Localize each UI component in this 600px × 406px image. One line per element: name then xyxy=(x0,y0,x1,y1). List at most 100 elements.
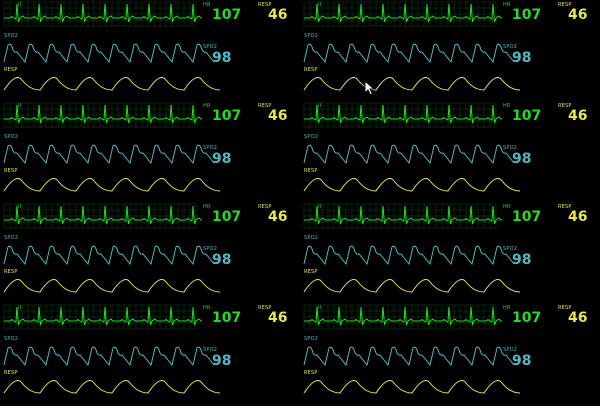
resp-label: RESP xyxy=(258,305,272,311)
resp-wave-label: RESP xyxy=(4,67,18,73)
ecg-grid xyxy=(3,1,197,27)
monitor-panel: II HR 107 RESP 46 SPO2 SPO2 98 RESP xyxy=(0,303,300,404)
ecg-trace xyxy=(304,3,502,23)
spo2-trace xyxy=(3,144,215,165)
spo2-wave-label: SPO2 xyxy=(304,134,319,140)
spo2-value: 98 xyxy=(212,353,232,369)
resp-trace xyxy=(3,178,221,192)
resp-value: 46 xyxy=(268,310,288,326)
ecg-grid xyxy=(303,1,497,27)
ecg-lead-label: II xyxy=(18,305,22,311)
waveform-area xyxy=(3,203,221,293)
resp-wave-label: RESP xyxy=(304,168,318,174)
waveform-area xyxy=(303,102,521,192)
hr-value: 107 xyxy=(512,310,542,326)
ecg-trace xyxy=(4,3,202,23)
resp-wave-label: RESP xyxy=(304,269,318,275)
hr-label: HR xyxy=(203,103,211,109)
monitor-panel: II HR 107 RESP 46 SPO2 SPO2 98 RESP xyxy=(300,202,600,303)
spo2-value: 98 xyxy=(512,353,532,369)
spo2-label: SPO2 xyxy=(203,44,218,50)
hr-value: 107 xyxy=(512,7,542,23)
ecg-grid xyxy=(303,203,497,229)
spo2-wave-label: SPO2 xyxy=(4,235,19,241)
spo2-trace xyxy=(303,144,515,165)
ecg-lead-label: II xyxy=(18,103,22,109)
hr-label: HR xyxy=(203,204,211,210)
resp-value: 46 xyxy=(568,310,588,326)
ecg-trace xyxy=(4,306,202,326)
resp-trace xyxy=(303,178,521,192)
hr-label: HR xyxy=(503,2,511,8)
waveform-area xyxy=(303,1,521,91)
spo2-trace xyxy=(3,43,215,64)
ecg-trace xyxy=(304,104,502,124)
ecg-lead-label: II xyxy=(318,305,322,311)
resp-trace xyxy=(303,77,521,91)
hr-label: HR xyxy=(503,103,511,109)
resp-wave-label: RESP xyxy=(304,67,318,73)
spo2-label: SPO2 xyxy=(503,347,518,353)
resp-value: 46 xyxy=(268,108,288,124)
resp-value: 46 xyxy=(568,108,588,124)
monitor-panel: II HR 107 RESP 46 SPO2 SPO2 98 RESP xyxy=(0,202,300,303)
monitor-panel: II HR 107 RESP 46 SPO2 SPO2 98 RESP xyxy=(0,101,300,202)
hr-value: 107 xyxy=(212,209,242,225)
resp-wave-label: RESP xyxy=(4,168,18,174)
hr-label: HR xyxy=(503,204,511,210)
ecg-grid xyxy=(3,203,197,229)
mouse-pointer-icon xyxy=(364,80,376,96)
resp-trace xyxy=(3,279,221,293)
spo2-value: 98 xyxy=(212,50,232,66)
hr-label: HR xyxy=(203,305,211,311)
resp-label: RESP xyxy=(258,103,272,109)
spo2-value: 98 xyxy=(212,252,232,268)
spo2-wave-label: SPO2 xyxy=(4,336,19,342)
ecg-lead-label: II xyxy=(18,204,22,210)
resp-wave-label: RESP xyxy=(4,269,18,275)
resp-wave-label: RESP xyxy=(4,370,18,376)
resp-wave-label: RESP xyxy=(304,370,318,376)
spo2-label: SPO2 xyxy=(203,145,218,151)
spo2-label: SPO2 xyxy=(203,347,218,353)
hr-value: 107 xyxy=(212,310,242,326)
monitor-panel: II HR 107 RESP 46 SPO2 SPO2 98 RESP xyxy=(300,0,600,101)
ecg-grid xyxy=(3,102,197,128)
hr-label: HR xyxy=(503,305,511,311)
spo2-label: SPO2 xyxy=(503,246,518,252)
hr-value: 107 xyxy=(212,7,242,23)
resp-value: 46 xyxy=(568,7,588,23)
ecg-lead-label: II xyxy=(18,2,22,8)
spo2-wave-label: SPO2 xyxy=(304,33,319,39)
spo2-trace xyxy=(303,346,515,367)
waveform-area xyxy=(303,304,521,394)
hr-value: 107 xyxy=(212,108,242,124)
ecg-trace xyxy=(304,306,502,326)
spo2-label: SPO2 xyxy=(503,145,518,151)
hr-label: HR xyxy=(203,2,211,8)
ecg-lead-label: II xyxy=(318,103,322,109)
hr-value: 107 xyxy=(512,209,542,225)
waveform-area xyxy=(303,203,521,293)
resp-trace xyxy=(303,279,521,293)
ecg-trace xyxy=(304,205,502,225)
resp-label: RESP xyxy=(558,2,572,8)
ecg-grid xyxy=(303,304,497,330)
spo2-trace xyxy=(303,43,515,64)
resp-value: 46 xyxy=(268,7,288,23)
spo2-label: SPO2 xyxy=(503,44,518,50)
spo2-wave-label: SPO2 xyxy=(304,235,319,241)
resp-trace xyxy=(3,77,221,91)
resp-label: RESP xyxy=(258,204,272,210)
spo2-trace xyxy=(3,245,215,266)
spo2-value: 98 xyxy=(212,151,232,167)
ecg-trace xyxy=(4,104,202,124)
spo2-label: SPO2 xyxy=(203,246,218,252)
ecg-lead-label: II xyxy=(318,204,322,210)
spo2-trace xyxy=(303,245,515,266)
ecg-grid xyxy=(303,102,497,128)
resp-value: 46 xyxy=(268,209,288,225)
resp-trace xyxy=(3,380,221,394)
resp-label: RESP xyxy=(558,103,572,109)
ecg-lead-label: II xyxy=(318,2,322,8)
